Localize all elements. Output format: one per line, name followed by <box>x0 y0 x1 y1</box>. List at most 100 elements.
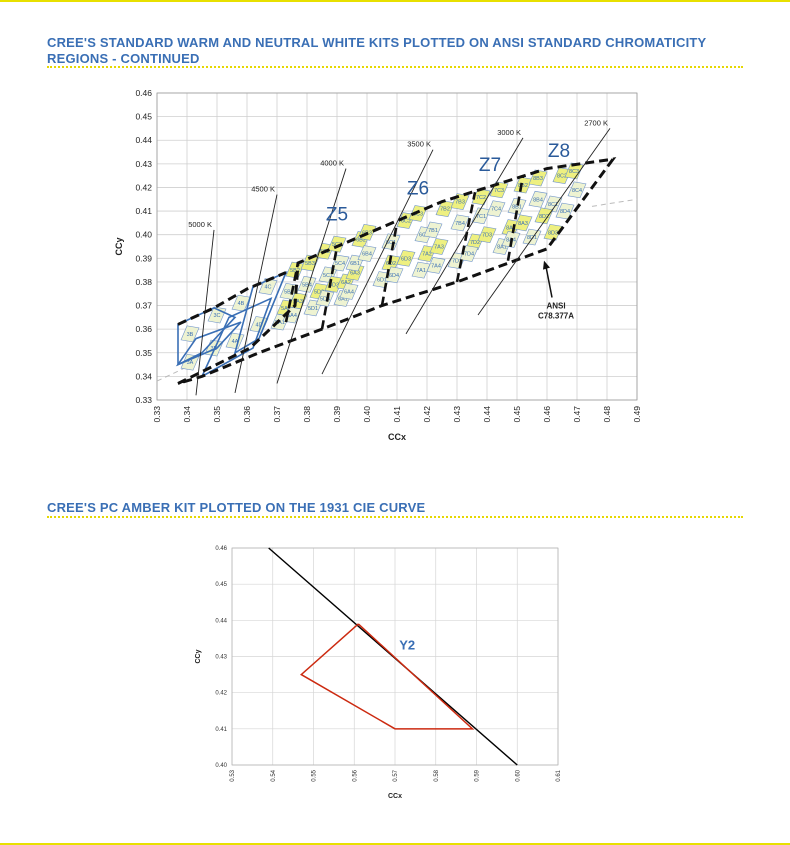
cct-line <box>195 229 215 396</box>
ansi-chromaticity-chart: 0.33 0.34 0.35 0.36 0.37 0.38 0.39 0.40 0.41 0.42… <box>114 88 642 442</box>
x-tick-label: 0.59 <box>475 769 481 781</box>
bin-label: 7B4 <box>455 221 465 227</box>
kit-dashed-outline <box>177 271 287 326</box>
x-tick-label: 0.38 <box>302 406 312 423</box>
bin-label: 6D4 <box>389 273 399 279</box>
y-tick-label: 0.43 <box>135 159 152 169</box>
bin-label: 7A4 <box>431 263 441 269</box>
bin-label: 8B2 <box>518 183 528 189</box>
ansi-arrow-head <box>543 260 550 270</box>
x-tick-label: 0.40 <box>362 406 372 423</box>
bin-label: 8A3 <box>518 221 528 227</box>
bin-label: 4B <box>238 301 245 307</box>
y-tick-label: 0.41 <box>215 727 227 733</box>
cct-label: 5000 K <box>188 220 212 229</box>
bin-label: 4A <box>232 339 239 345</box>
zone-label: Z6 <box>407 179 429 200</box>
x-tick-label: 0.39 <box>332 406 342 423</box>
bin-label: 7A1 <box>416 268 426 274</box>
y-tick-label: 0.35 <box>135 348 152 358</box>
x-tick-label: 0.35 <box>212 406 222 423</box>
bin-label: 6D2 <box>386 261 396 267</box>
bin-tile <box>567 181 587 199</box>
y-tick-label: 0.41 <box>135 206 152 216</box>
x-tick-label: 0.45 <box>512 406 522 423</box>
zone-divider <box>320 246 339 330</box>
x-tick-label: 0.37 <box>272 406 282 423</box>
bin-label: 6A1 <box>338 296 348 302</box>
x-tick-label: 0.56 <box>352 769 358 781</box>
x-tick-label: 0.42 <box>422 406 432 423</box>
bin-label: 5A3 <box>293 299 303 305</box>
plot-frame <box>156 92 638 401</box>
bin-label: 8A2 <box>506 226 516 232</box>
reference-dashed-right <box>591 198 638 207</box>
x-tick-label: 0.41 <box>392 406 402 423</box>
bin-label: 6C3 <box>413 211 423 217</box>
bin-label: 8D2 <box>539 214 549 220</box>
y-tick-label: 0.42 <box>135 182 152 192</box>
zone-label: Z5 <box>326 205 348 226</box>
y-tick-label: 0.44 <box>215 618 227 624</box>
top-accent-line <box>0 0 790 2</box>
bin-label: 3B <box>187 332 194 338</box>
bin-label: 6A3 <box>350 270 360 276</box>
cct-line <box>234 194 278 394</box>
y-tick-label: 0.43 <box>215 655 227 661</box>
bin-label: 8D3 <box>548 230 558 236</box>
zone-divider <box>455 191 477 283</box>
cct-line <box>276 168 347 384</box>
bin-label: 4C <box>264 285 271 291</box>
bin-label: 7C4 <box>491 207 501 213</box>
ansi-label-line1: ANSI <box>546 302 565 311</box>
section2-title: CREE'S PC AMBER KIT PLOTTED ON THE 1931 … <box>47 500 426 515</box>
bin-tile <box>486 200 506 218</box>
bin-label: 8B1 <box>512 204 522 210</box>
bin-label: 7C3 <box>494 188 504 194</box>
y-tick-label: 0.37 <box>135 301 152 311</box>
bin-label: 5B3 <box>305 261 315 267</box>
bin-label: 5B2 <box>290 268 300 274</box>
bin-label: 7B3 <box>455 200 465 206</box>
x-tick-label: 0.49 <box>632 406 642 423</box>
bin-label: 6D1 <box>377 278 387 284</box>
cct-label: 4000 K <box>320 159 344 168</box>
cct-label: 4500 K <box>251 185 275 194</box>
amber-kit-outline <box>300 623 475 730</box>
bin-label: 8B3 <box>533 176 543 182</box>
y-tick-label: 0.45 <box>135 112 152 122</box>
bin-label: 3C <box>213 313 220 319</box>
bin-tile <box>381 233 401 251</box>
bin-tile <box>396 249 416 267</box>
y2-label: Y2 <box>399 637 415 652</box>
bin-label: 5A1 <box>275 320 285 326</box>
kit-dashed-outline <box>177 157 617 385</box>
bottom-accent-line <box>0 843 790 845</box>
bin-tile <box>450 214 470 232</box>
zone-divider <box>506 175 525 261</box>
x-tick-label: 0.53 <box>230 769 236 781</box>
x-tick-label: 0.44 <box>482 406 492 423</box>
bin-label: 8C3 <box>569 169 579 175</box>
bin-label: 4D <box>255 322 262 328</box>
bin-label: 6B1 <box>350 261 360 267</box>
y-tick-label: 0.36 <box>135 324 152 334</box>
bin-tile <box>426 257 446 274</box>
bin-label: 7B2 <box>440 207 450 213</box>
x-tick-label: 0.33 <box>152 406 162 423</box>
bin-label: 5D4 <box>320 296 330 302</box>
bin-label: 7B1 <box>428 228 438 234</box>
bin-tile <box>180 325 200 343</box>
zone-divider <box>284 262 300 323</box>
x-tick-label: 0.48 <box>602 406 612 423</box>
x-tick-label: 0.58 <box>434 769 440 781</box>
x-tick-label: 0.55 <box>312 769 318 781</box>
y-tick-label: 0.40 <box>215 763 227 769</box>
section2-divider <box>47 516 743 518</box>
x-tick-label: 0.47 <box>572 406 582 423</box>
y-tick-label: 0.46 <box>135 88 152 98</box>
bin-label: 5D1 <box>308 306 318 312</box>
y-axis-label: CCy <box>195 649 202 663</box>
bin-label: 8C1 <box>548 202 558 208</box>
x-tick-label: 0.34 <box>182 406 192 423</box>
